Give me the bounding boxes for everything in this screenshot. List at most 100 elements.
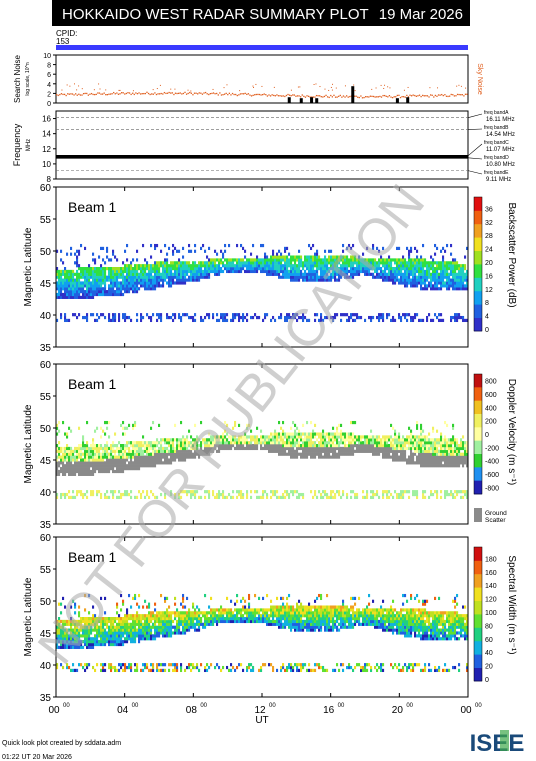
data-cell xyxy=(406,264,409,268)
data-cell xyxy=(426,452,429,456)
data-cell xyxy=(446,261,449,265)
sky-noise-point xyxy=(144,92,147,95)
data-cell xyxy=(336,435,339,439)
data-cell xyxy=(176,267,179,271)
data-cell xyxy=(426,455,429,459)
data-cell xyxy=(102,458,105,462)
data-cell xyxy=(334,446,337,451)
data-cell xyxy=(436,495,439,500)
data-cell xyxy=(166,252,169,256)
data-cell xyxy=(322,432,325,436)
data-cell xyxy=(112,637,115,641)
data-cell xyxy=(94,275,97,279)
data-cell xyxy=(198,261,201,265)
data-cell xyxy=(180,449,183,453)
data-cell xyxy=(444,490,447,494)
data-cell xyxy=(154,455,157,459)
data-cell xyxy=(102,640,105,644)
data-cell xyxy=(66,295,69,299)
data-cell xyxy=(464,278,467,282)
data-cell xyxy=(294,315,297,320)
data-cell xyxy=(318,278,321,282)
data-cell xyxy=(438,261,441,265)
data-cell xyxy=(426,438,429,442)
data-cell xyxy=(268,269,271,274)
sky-noise-outlier xyxy=(226,84,228,86)
data-cell xyxy=(84,622,87,626)
data-cell xyxy=(346,261,349,265)
data-cell xyxy=(266,269,269,274)
data-cell xyxy=(432,269,435,274)
data-cell xyxy=(190,275,193,279)
data-cell xyxy=(60,619,63,624)
data-cell xyxy=(326,441,329,445)
data-cell xyxy=(272,252,275,256)
data-cell xyxy=(74,464,77,468)
data-cell xyxy=(200,275,203,279)
data-cell xyxy=(290,261,293,265)
data-cell xyxy=(400,258,403,262)
data-cell xyxy=(176,441,179,445)
data-cell xyxy=(186,264,189,268)
data-cell xyxy=(142,284,145,288)
data-cell xyxy=(108,640,111,644)
data-cell xyxy=(76,461,79,465)
sky-noise-outlier xyxy=(380,84,382,86)
data-cell xyxy=(424,495,427,500)
data-cell xyxy=(370,446,373,451)
data-cell xyxy=(404,458,407,462)
data-cell xyxy=(156,452,159,456)
data-cell xyxy=(402,495,405,500)
data-cell xyxy=(282,492,285,497)
data-cell xyxy=(132,441,135,445)
data-cell xyxy=(124,640,127,644)
data-cell xyxy=(84,449,87,453)
data-cell xyxy=(76,292,79,297)
data-cell xyxy=(398,438,401,442)
data-cell xyxy=(320,315,323,320)
data-cell xyxy=(452,269,455,274)
data-cell xyxy=(466,495,469,500)
data-cell xyxy=(82,438,85,442)
data-cell xyxy=(74,278,77,282)
data-cell xyxy=(84,634,87,638)
data-cell xyxy=(314,455,317,459)
data-cell xyxy=(56,625,59,629)
sky-noise-point xyxy=(168,91,170,94)
data-cell xyxy=(94,452,97,456)
data-cell xyxy=(140,452,143,456)
data-cell xyxy=(208,261,211,265)
data-cell xyxy=(150,318,153,323)
data-cell xyxy=(114,318,117,323)
data-cell xyxy=(62,449,65,453)
data-cell xyxy=(76,258,79,262)
data-cell xyxy=(464,455,467,459)
data-cell xyxy=(124,455,127,459)
data-cell xyxy=(56,464,59,468)
data-cell xyxy=(84,464,87,468)
data-cell xyxy=(292,438,295,442)
data-cell xyxy=(188,444,191,448)
data-cell xyxy=(126,634,129,638)
sky-noise-point xyxy=(445,95,448,97)
data-cell xyxy=(388,449,391,453)
data-cell xyxy=(114,625,117,629)
data-cell xyxy=(428,275,431,279)
sky-noise-point xyxy=(439,94,441,96)
data-cell xyxy=(404,452,407,456)
data-cell xyxy=(392,275,395,279)
data-cell xyxy=(272,258,275,262)
data-cell xyxy=(84,631,87,635)
data-cell xyxy=(232,269,235,274)
data-cell xyxy=(296,452,299,456)
data-cell xyxy=(440,264,443,268)
data-cell xyxy=(196,272,199,276)
data-cell xyxy=(130,272,133,276)
data-cell xyxy=(202,243,205,248)
data-cell xyxy=(302,438,305,442)
data-cell xyxy=(130,261,133,265)
data-cell xyxy=(196,490,199,494)
sky-noise-point xyxy=(345,95,348,97)
sky-noise-point xyxy=(82,92,85,95)
data-cell xyxy=(70,246,73,251)
